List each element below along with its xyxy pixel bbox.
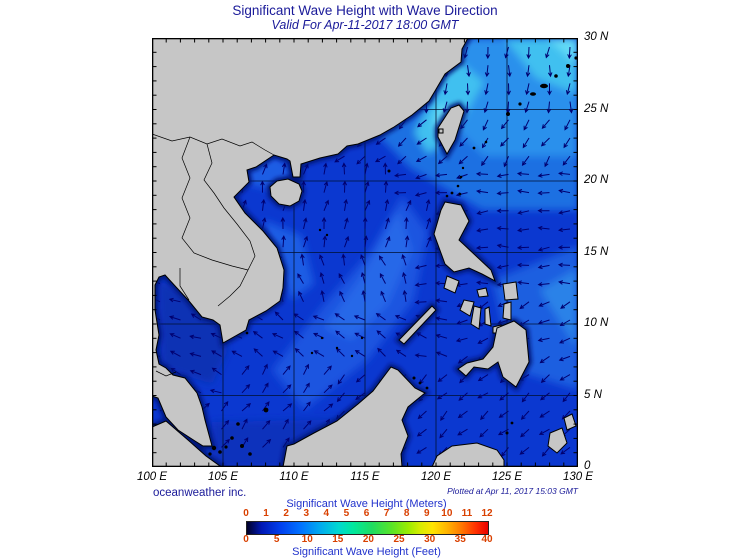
colorbar-feet-tick: 35 xyxy=(454,534,466,545)
land-morotai xyxy=(563,413,577,431)
map-plot-area xyxy=(150,36,580,469)
colorbar-meters-tick: 5 xyxy=(343,508,350,519)
lat-label-15: 15 N xyxy=(584,245,609,258)
wave-height-map xyxy=(150,36,580,469)
land-leyte xyxy=(502,301,512,321)
land-borneo xyxy=(282,366,426,468)
lon-label-105: 105 E xyxy=(207,471,239,483)
land-mindoro xyxy=(443,275,460,294)
colorbar-feet-tick: 25 xyxy=(393,534,405,545)
colorbar-gradient xyxy=(246,521,489,535)
colorbar-meters-scale: 0 1 2 3 4 5 6 7 8 9 10 11 12 xyxy=(243,508,492,519)
colorbar-meters-tick: 0 xyxy=(243,508,249,519)
lon-label-115: 115 E xyxy=(350,471,380,483)
land-cebu xyxy=(484,306,492,327)
land-penghu xyxy=(438,128,444,134)
land-palawan xyxy=(398,305,437,345)
land-negros xyxy=(470,305,482,330)
plotted-timestamp: Plotted at Apr 11, 2017 15:03 GMT xyxy=(447,486,578,496)
colorbar-feet-tick: 30 xyxy=(424,534,436,545)
colorbar-feet-label: Significant Wave Height (Feet) xyxy=(292,546,441,558)
land-masbate xyxy=(476,287,489,298)
lon-label-120: 120 E xyxy=(420,471,452,483)
lat-label-25: 25 N xyxy=(584,102,609,115)
valid-time-subtitle: Valid For Apr-11-2017 18:00 GMT xyxy=(271,18,459,32)
colorbar-meters-tick: 8 xyxy=(403,508,410,519)
colorbar-meters-tick: 6 xyxy=(363,508,370,519)
colorbar-meters-tick: 11 xyxy=(461,508,473,519)
colorbar-feet-tick: 40 xyxy=(481,534,493,545)
land-asia-mainland xyxy=(151,37,469,447)
colorbar-feet-scale: 0 5 10 15 20 25 30 35 40 xyxy=(243,534,492,545)
lat-label-20: 20 N xyxy=(584,174,609,186)
lat-label-10: 10 N xyxy=(584,317,609,329)
colorbar-meters-tick: 2 xyxy=(283,508,289,519)
land-halmahera xyxy=(547,427,568,454)
colorbar-meters-tick: 4 xyxy=(323,508,330,519)
lon-label-130: 130 E xyxy=(562,471,594,483)
land-panay xyxy=(459,299,475,317)
colorbar-feet-tick: 15 xyxy=(332,534,344,545)
land-mindanao xyxy=(457,320,530,388)
country-borders xyxy=(151,133,275,377)
land-hainan xyxy=(269,178,303,207)
colorbar-meters-tick: 3 xyxy=(303,508,310,519)
lat-label-0: 0 xyxy=(584,460,591,472)
lon-label-110: 110 E xyxy=(279,471,309,483)
colorbar-feet-tick: 10 xyxy=(301,534,313,545)
colorbar-meters-tick: 12 xyxy=(481,508,493,519)
colorbar-meters-label: Significant Wave Height (Meters) xyxy=(286,498,447,510)
page-title: Significant Wave Height with Wave Direct… xyxy=(232,3,498,18)
colorbar-feet-tick: 20 xyxy=(362,534,374,545)
colorbar-meters-tick: 10 xyxy=(441,508,453,519)
lon-label-125: 125 E xyxy=(491,471,523,483)
colorbar-meters-tick: 9 xyxy=(423,508,430,519)
land-samar xyxy=(502,281,519,301)
colorbar-meters-tick: 1 xyxy=(263,508,269,519)
land-taiwan xyxy=(437,104,465,156)
landmasses xyxy=(151,37,577,468)
oceanweather-credit: oceanweather inc. xyxy=(153,487,247,499)
colorbar-meters-tick: 7 xyxy=(383,508,390,519)
colorbar-feet-tick: 0 xyxy=(243,534,249,545)
small-islands xyxy=(208,56,578,456)
colorbar-feet-tick: 5 xyxy=(273,534,280,545)
lat-label-30: 30 N xyxy=(584,31,609,43)
lat-label-5: 5 N xyxy=(584,388,602,401)
lon-label-100: 100 E xyxy=(136,471,168,483)
land-luzon xyxy=(433,201,496,283)
